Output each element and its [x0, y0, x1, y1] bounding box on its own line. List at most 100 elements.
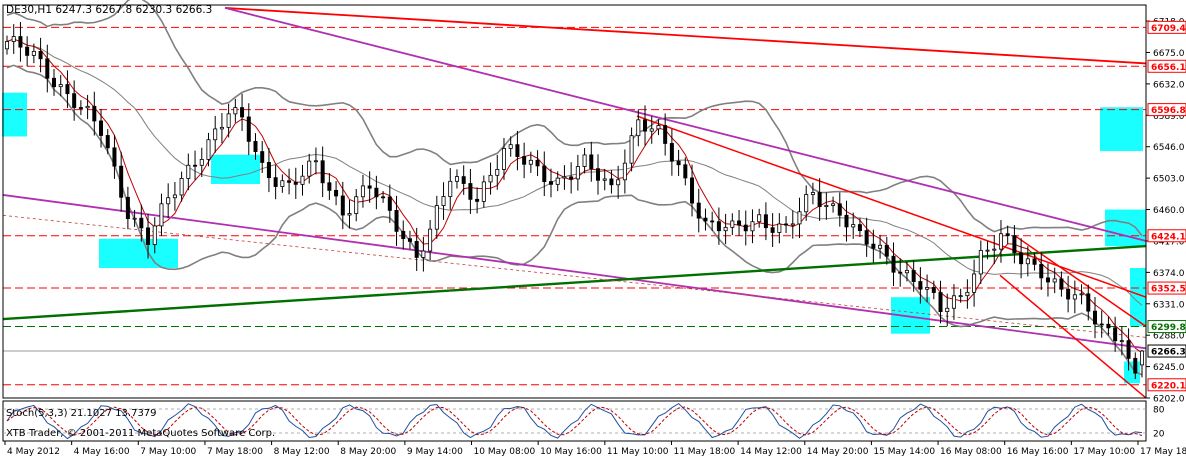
x-tick-label: 8 May 20:00 [340, 447, 396, 457]
candle-body [569, 176, 574, 180]
x-tick-label: 4 May 2012 [7, 447, 60, 457]
candle-body [636, 119, 641, 137]
y-tick-label: 6546.0 [1153, 143, 1185, 153]
candle-body [810, 192, 815, 195]
candle-body [52, 77, 57, 88]
candle-body [45, 58, 50, 79]
stoch-frame [2, 400, 1147, 442]
candle-body [992, 248, 997, 251]
candle-body [851, 224, 856, 228]
candle-body [434, 205, 439, 230]
price-tag-box [1147, 103, 1186, 117]
candle-body [891, 255, 896, 273]
price-tag-label: 6299.8 [1151, 323, 1186, 333]
candle-body [112, 147, 117, 167]
candle-body [931, 287, 936, 293]
y-tick-label: 6589.0 [1153, 112, 1185, 122]
x-tick-label: 11 May 10:00 [607, 447, 669, 457]
candle-body [159, 203, 164, 227]
candle-body [206, 139, 211, 160]
candle-body [1092, 310, 1097, 325]
candle-body [139, 217, 144, 229]
candle-body [1025, 258, 1030, 265]
price-tag-label: 6266.3 [1151, 348, 1186, 358]
candle-body [676, 160, 681, 166]
candle-body [777, 223, 782, 233]
y-tick-label: 6417.0 [1153, 237, 1185, 247]
candle-body [287, 180, 292, 183]
price-tag-box [1147, 20, 1186, 34]
candle-body [1005, 233, 1010, 237]
candle-body [878, 244, 883, 249]
x-tick-label: 9 May 14:00 [407, 447, 463, 457]
candle-body [172, 194, 177, 199]
candle-body [253, 140, 258, 152]
candle-body [179, 178, 184, 196]
levels-layer [3, 26, 1146, 386]
x-tick-label: 17 May 10:00 [1073, 447, 1135, 457]
candle-body [293, 181, 298, 185]
candle-body [65, 84, 70, 95]
candle-body [213, 128, 218, 141]
candle-body [757, 214, 762, 223]
watermark: XTB Trader, © 2001-2011 MetaQuotes Softw… [6, 428, 275, 439]
candle-body [1032, 258, 1037, 265]
y-tick-label: 6632.0 [1153, 80, 1185, 90]
candle-body [998, 233, 1003, 250]
candle-body [246, 116, 251, 142]
candle-body [864, 230, 869, 245]
resistance-trendline [224, 7, 1147, 65]
highlight-box [1105, 209, 1146, 247]
candle-body [1113, 327, 1118, 342]
bollinger-lower [6, 64, 1143, 376]
frame-layer [2, 4, 1147, 442]
candle-body [152, 225, 157, 245]
x-tick-label: 7 May 18:00 [207, 447, 263, 457]
candle-body [468, 183, 473, 200]
x-tick-label: 7 May 10:00 [140, 447, 196, 457]
candle-body [300, 175, 305, 185]
candle-body [790, 223, 795, 226]
candle-body [522, 156, 527, 165]
candle-body [1099, 323, 1104, 326]
candle-body [119, 165, 124, 198]
candle-body [367, 185, 372, 189]
candle-body [824, 205, 829, 208]
candle-body [92, 105, 97, 122]
stoch-tick-label: 80 [1153, 406, 1165, 416]
price-tag-box [1147, 59, 1186, 73]
candle-body [629, 135, 634, 164]
candle-body [535, 159, 540, 167]
candle-body [495, 169, 500, 176]
price-tag-label: 6596.8 [1151, 106, 1186, 116]
candle-body [716, 221, 721, 232]
candle-body [555, 177, 560, 185]
candle-body [401, 230, 406, 240]
candle-body [1039, 263, 1044, 279]
candle-body [414, 241, 419, 258]
candle-body [696, 202, 701, 219]
candle-body [1052, 278, 1057, 283]
price-tag-box [1147, 320, 1186, 334]
candle-body [1106, 323, 1111, 329]
candle-body [240, 107, 245, 118]
candle-body [1126, 340, 1131, 359]
candle-body [354, 196, 359, 214]
candle-body [280, 180, 285, 187]
candle-body [481, 181, 486, 202]
candle-body [320, 160, 325, 184]
y-tick-label: 6374.0 [1153, 269, 1185, 279]
candle-body [730, 220, 735, 228]
stoch-tick-label: 20 [1153, 430, 1165, 440]
candle-body [488, 174, 493, 183]
y-tick-label: 6202.0 [1153, 395, 1185, 405]
candle-body [226, 113, 231, 128]
highlight-box [1130, 267, 1146, 327]
candle-body [1012, 235, 1017, 254]
candle-body [428, 228, 433, 252]
candle-body [904, 270, 909, 274]
candle-body [78, 107, 83, 109]
candle-body [911, 270, 916, 282]
y-tick-label: 6245.0 [1153, 363, 1185, 373]
